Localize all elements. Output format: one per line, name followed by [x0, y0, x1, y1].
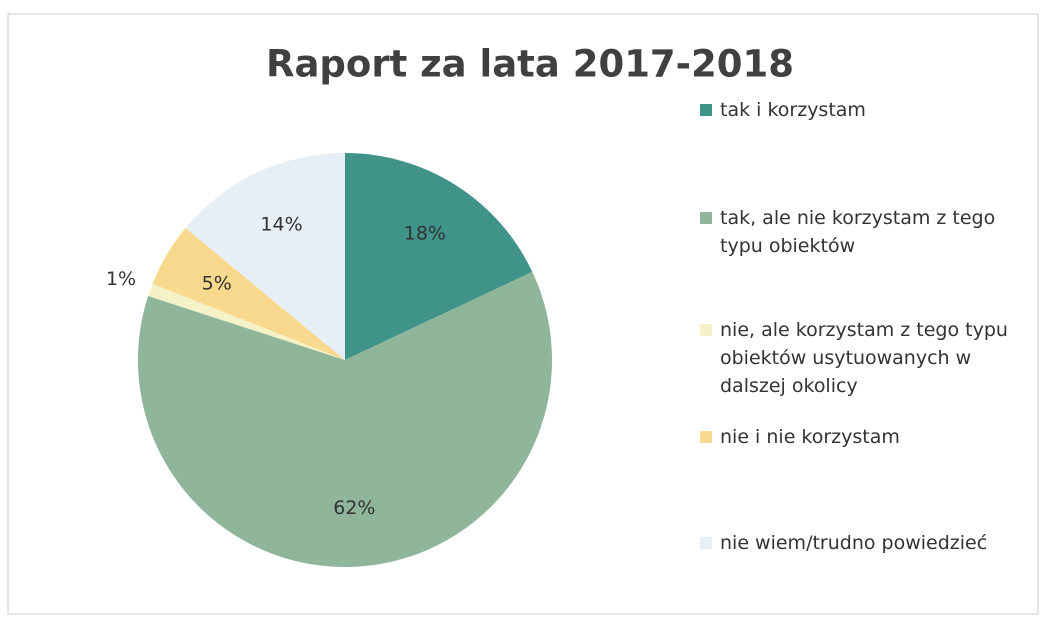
pie-slice	[148, 283, 345, 360]
legend-swatch	[700, 212, 712, 224]
data-label: 1%	[106, 268, 136, 290]
legend-item: tak i korzystam	[700, 96, 1030, 124]
legend-label: nie i nie korzystam	[720, 426, 900, 448]
pie-slice	[185, 153, 345, 360]
legend-swatch	[700, 431, 712, 443]
legend-label: nie wiem/trudno powiedzieć	[720, 532, 988, 554]
legend-label: nie, ale korzystam z tego typu obiektów …	[720, 319, 1008, 397]
pie-slice	[138, 271, 552, 567]
legend-label: tak i korzystam	[720, 99, 866, 121]
legend-item: nie i nie korzystam	[700, 423, 1030, 451]
legend-swatch	[700, 324, 712, 336]
legend-item: tak, ale nie korzystam z tego typu obiek…	[700, 204, 1030, 260]
data-label: 62%	[333, 497, 375, 519]
legend-swatch	[700, 537, 712, 549]
data-label: 18%	[404, 223, 446, 245]
data-label: 5%	[202, 273, 232, 295]
legend-item: nie, ale korzystam z tego typu obiektów …	[700, 316, 1030, 400]
pie-slice	[345, 153, 533, 360]
chart-title: Raport za lata 2017-2018	[266, 43, 794, 86]
legend-swatch	[700, 104, 712, 116]
legend-label: tak, ale nie korzystam z tego typu obiek…	[720, 207, 996, 257]
pie-slice	[152, 228, 345, 360]
frame	[7, 13, 1039, 615]
legend-item: nie wiem/trudno powiedzieć	[700, 529, 1030, 557]
data-label: 14%	[260, 214, 302, 236]
